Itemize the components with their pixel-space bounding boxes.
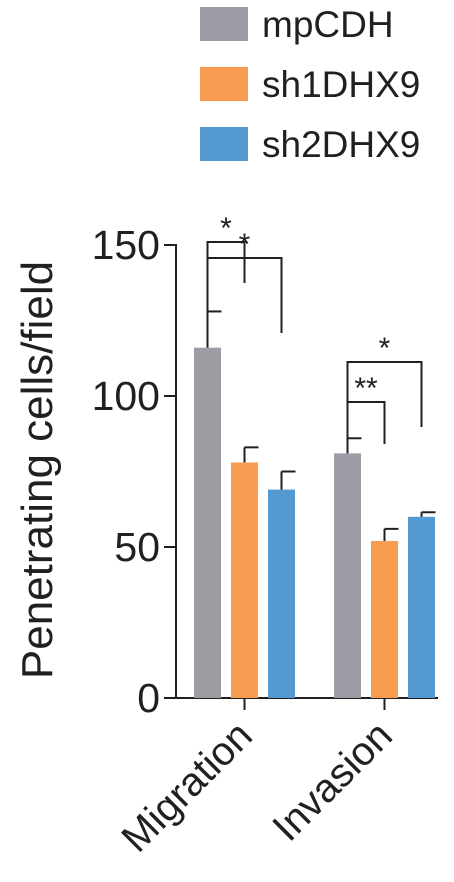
legend-swatch [200,67,248,101]
legend-label: sh2DHX9 [262,124,420,165]
y-tick-label: 0 [137,675,160,721]
legend-label: mpCDH [262,4,394,45]
significance-bracket [346,361,423,427]
significance-label: * [379,332,391,365]
bar [334,453,361,698]
legend-swatch [200,7,248,41]
bar [268,489,295,698]
bar [408,516,435,698]
significance-label: * [220,212,232,245]
significance-brackets: * **** [206,212,423,444]
legend: mpCDH sh1DHX9 sh2DHX9 [200,4,420,165]
y-tick-label: 100 [92,373,160,419]
bar [231,462,258,698]
y-tick-label: 150 [92,222,160,268]
legend-swatch [200,127,248,161]
x-tick-label: Invasion [264,713,400,849]
bar [194,347,221,698]
bars [194,310,436,698]
y-axis-label: Penetrating cells/field [13,261,62,679]
bar [371,540,398,698]
x-tick-label: Migration [113,713,260,860]
significance-label: ** [354,372,378,405]
y-tick-label: 50 [114,524,160,570]
legend-label: sh1DHX9 [262,64,420,105]
significance-label: * [239,228,251,261]
significance-bracket [206,257,283,333]
